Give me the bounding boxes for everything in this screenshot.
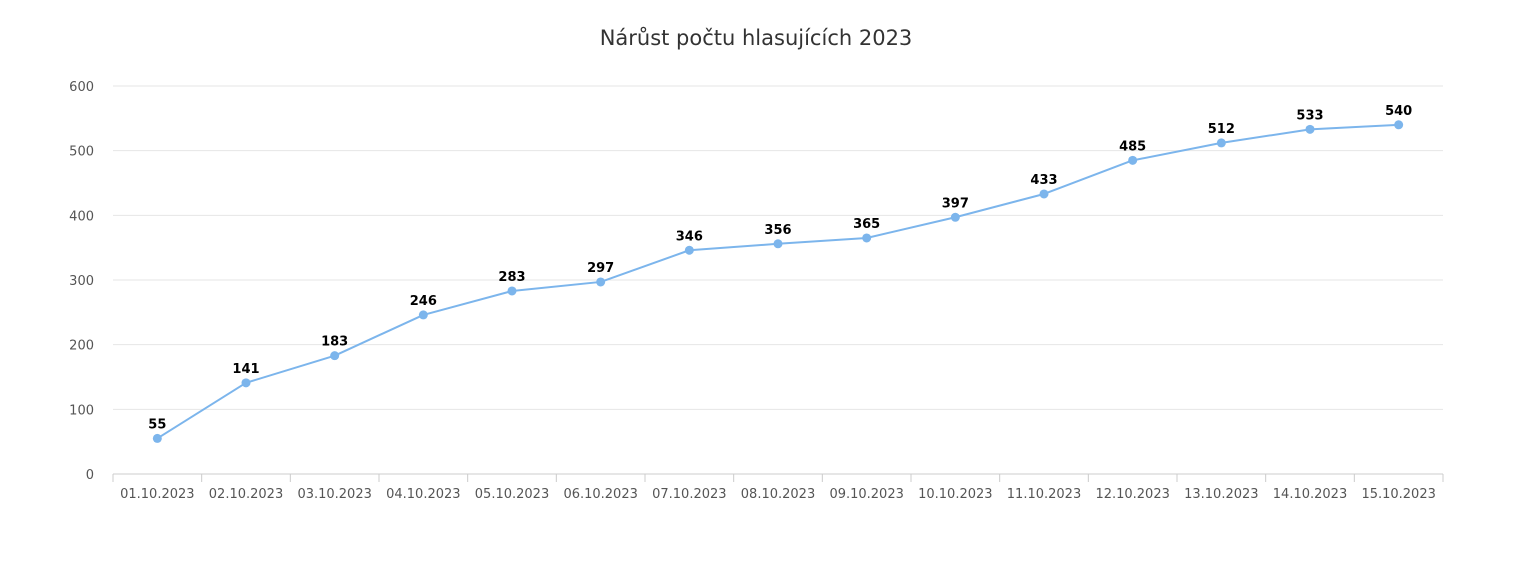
data-point (950, 212, 960, 222)
y-tick-label: 0 (86, 468, 94, 483)
data-label: 141 (232, 362, 259, 377)
data-label: 183 (321, 335, 348, 350)
data-label: 365 (853, 217, 880, 232)
y-tick-label: 500 (69, 145, 94, 160)
series-line (156, 123, 1399, 440)
x-tick-label: 11.10.2023 (1007, 487, 1081, 502)
y-tick-label: 100 (69, 403, 94, 418)
x-axis: 01.10.2023 02.10.2023 03.10.2023 04.10.2023… (112, 473, 1444, 502)
x-tick-label: 04.10.2023 (386, 487, 460, 502)
y-tick-label: 300 (69, 274, 94, 289)
data-label: 397 (942, 196, 969, 211)
x-tick-label: 08.10.2023 (741, 487, 815, 502)
grid-lines (113, 85, 1443, 410)
y-axis: 0 100 200 300 400 500 600 (69, 80, 94, 483)
data-point (1216, 138, 1226, 148)
data-label: 283 (498, 270, 525, 285)
data-point (862, 233, 872, 243)
x-tick-label: 14.10.2023 (1273, 487, 1347, 502)
data-label: 246 (410, 294, 437, 309)
x-tick-label: 10.10.2023 (918, 487, 992, 502)
y-tick-label: 600 (69, 80, 94, 95)
data-point (773, 239, 783, 249)
x-tick-label: 02.10.2023 (209, 487, 283, 502)
data-label: 485 (1119, 139, 1146, 154)
data-label: 540 (1385, 104, 1412, 119)
data-point (1394, 120, 1404, 130)
data-point (1305, 124, 1315, 134)
y-tick-label: 400 (69, 209, 94, 224)
series (152, 120, 1404, 443)
data-label: 512 (1208, 122, 1235, 137)
data-label: 356 (764, 223, 791, 238)
x-tick-label: 07.10.2023 (652, 487, 726, 502)
x-tick-label: 09.10.2023 (829, 487, 903, 502)
data-point (152, 433, 162, 443)
x-tick-label: 01.10.2023 (120, 487, 194, 502)
data-point (596, 277, 606, 287)
data-point (507, 286, 517, 296)
data-point (330, 351, 340, 361)
y-tick-label: 200 (69, 339, 94, 354)
chart-title: Nárůst počtu hlasujících 2023 (599, 26, 913, 50)
data-point (1128, 155, 1138, 165)
x-tick-label: 13.10.2023 (1184, 487, 1258, 502)
data-label: 346 (676, 229, 703, 244)
x-tick-label: 03.10.2023 (297, 487, 371, 502)
x-tick-label: 12.10.2023 (1095, 487, 1169, 502)
data-point (241, 378, 251, 388)
data-point (418, 310, 428, 320)
data-label: 55 (148, 417, 166, 432)
data-label: 533 (1296, 108, 1323, 123)
data-label: 297 (587, 261, 614, 276)
data-label: 433 (1030, 173, 1057, 188)
x-tick-label: 06.10.2023 (563, 487, 637, 502)
data-point (684, 245, 694, 255)
x-tick-label: 15.10.2023 (1361, 487, 1435, 502)
data-point (1039, 189, 1049, 199)
data-labels: 55 141 183 246 283 297 346 356 365 397 433 485 512 53… (148, 104, 1412, 433)
x-tick-label: 05.10.2023 (475, 487, 549, 502)
